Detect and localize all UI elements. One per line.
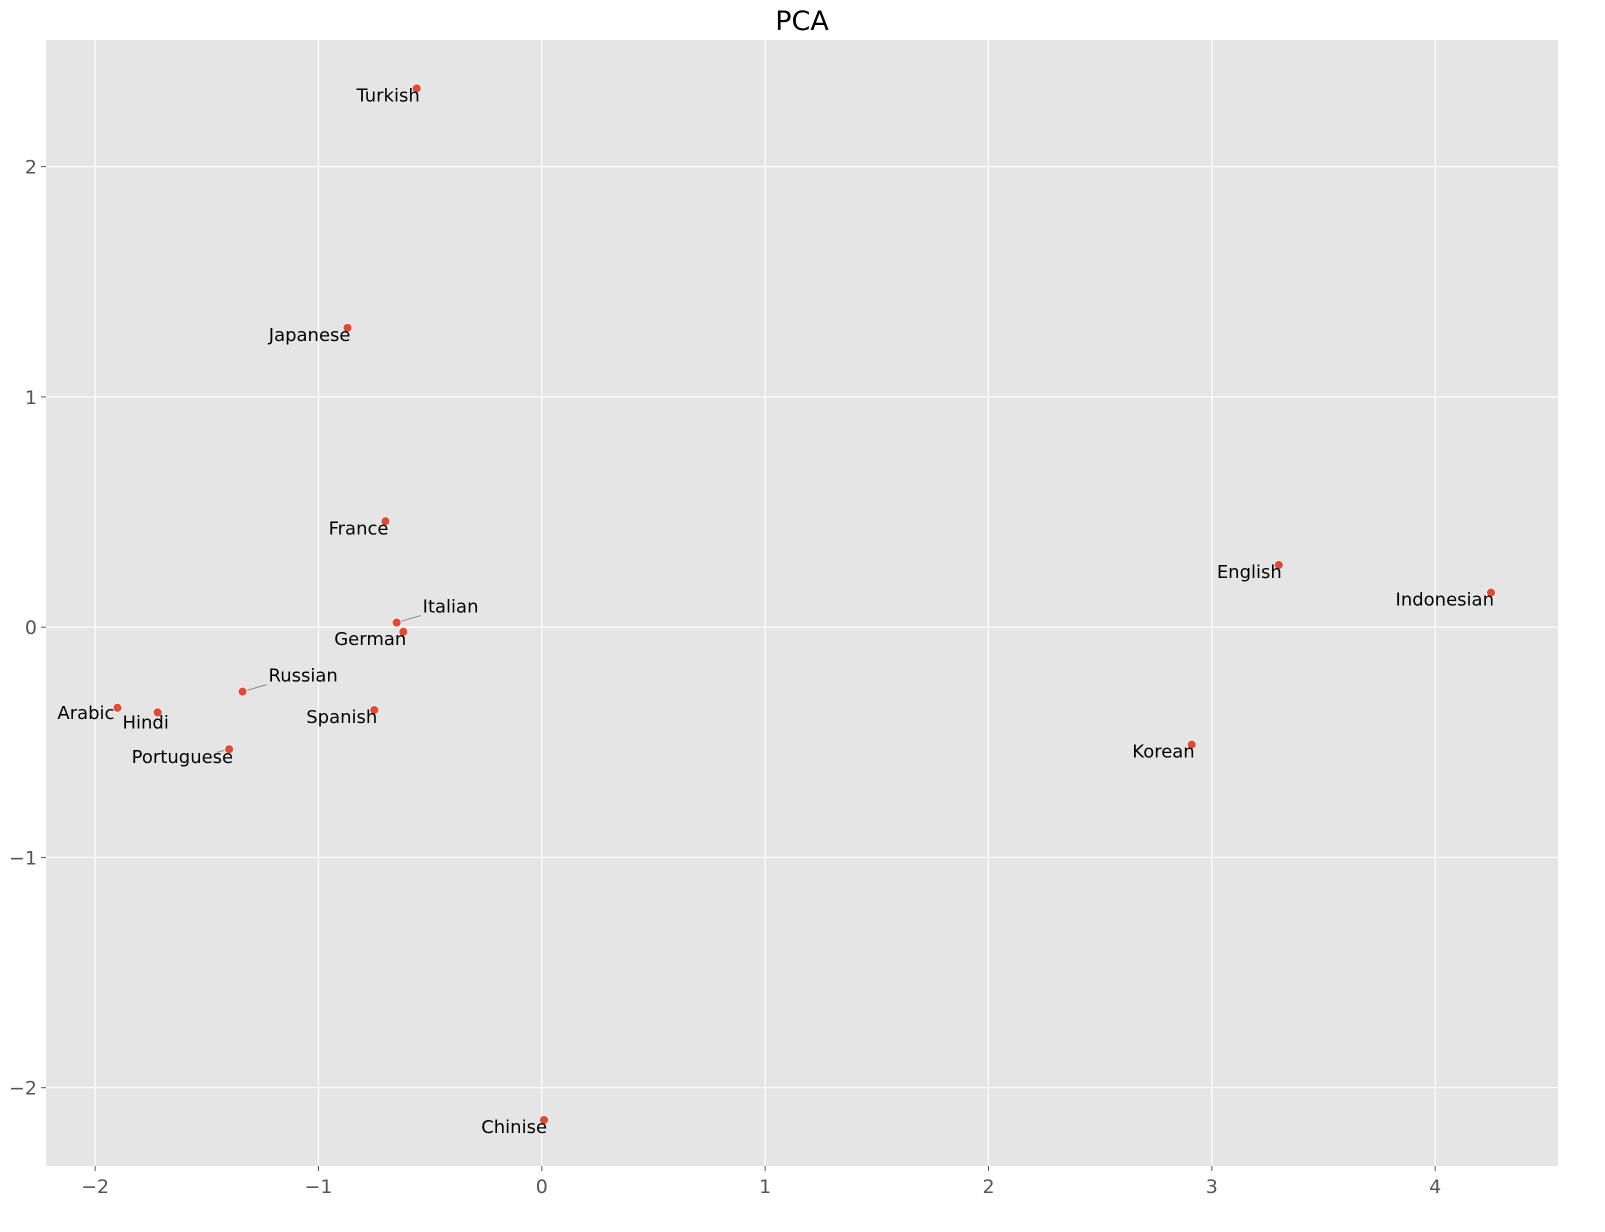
plot-area-background	[46, 40, 1558, 1166]
point-label-turkish: Turkish	[355, 85, 419, 106]
y-tick-label: 2	[25, 157, 37, 179]
data-point-korean	[1186, 739, 1197, 750]
data-point-chinise	[539, 1115, 549, 1125]
x-tick-label: 0	[536, 1176, 548, 1198]
point-label-german: German	[334, 629, 406, 650]
point-label-english: English	[1217, 562, 1282, 583]
data-point-portuguese	[224, 744, 235, 755]
point-label-indonesian: Indonesian	[1396, 590, 1494, 611]
point-label-japanese: Japanese	[268, 325, 351, 346]
y-tick-label: 1	[25, 387, 37, 409]
y-tick-label: −1	[9, 847, 37, 869]
point-label-korean: Korean	[1132, 742, 1194, 763]
data-point-english	[1273, 560, 1284, 570]
grid-lines	[46, 40, 1558, 1166]
data-point-turkish	[411, 83, 422, 94]
data-point-spanish	[369, 705, 380, 715]
chart-title: PCA	[775, 6, 829, 37]
data-point-japanese	[342, 322, 353, 333]
axis-ticks: −2 −1 0 1 2 3 4 −2 −1 0 1 2	[9, 157, 1441, 1198]
data-point-italian	[391, 617, 402, 628]
data-point-hindi	[152, 707, 163, 718]
point-label-italian: Italian	[423, 597, 479, 618]
x-tick-label: 3	[1206, 1176, 1218, 1198]
x-tick-label: 4	[1429, 1176, 1441, 1198]
data-points	[112, 83, 1496, 1125]
x-tick-label: 1	[759, 1176, 771, 1198]
x-tick-label: 2	[982, 1176, 994, 1198]
x-tick-label: −2	[81, 1176, 109, 1198]
y-tick-label: −2	[9, 1078, 37, 1100]
data-point-france	[380, 516, 391, 527]
point-label-russian: Russian	[269, 666, 338, 687]
data-point-german	[398, 626, 409, 637]
point-label-portuguese: Portuguese	[132, 747, 233, 768]
data-point-russian	[237, 686, 248, 697]
point-label-arabic: Arabic	[57, 703, 114, 724]
y-tick-label: 0	[25, 617, 37, 639]
x-tick-label: −1	[304, 1176, 332, 1198]
data-point-indonesian	[1486, 587, 1496, 598]
point-label-spanish: Spanish	[306, 707, 377, 728]
point-labels: Turkish Japanese France Italian German Russia…	[57, 85, 1494, 1138]
point-label-chinise: Chinise	[481, 1117, 547, 1138]
data-point-arabic	[112, 702, 123, 713]
point-label-hindi: Hindi	[122, 712, 168, 733]
point-label-france: France	[329, 518, 389, 539]
